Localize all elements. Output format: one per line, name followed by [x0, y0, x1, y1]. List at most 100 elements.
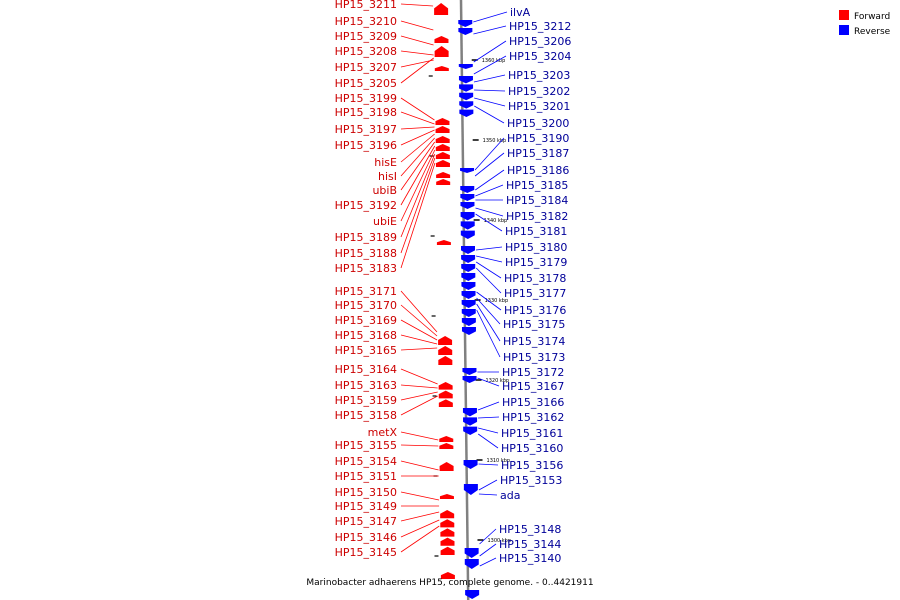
reverse-gene-feature — [461, 318, 476, 326]
reverse-gene-label: HP15_3153 — [500, 474, 562, 487]
reverse-gene-label: HP15_3178 — [504, 272, 566, 285]
forward-gene-label: HP15_3151 — [335, 470, 397, 483]
forward-leader-line — [400, 347, 438, 351]
forward-gene-label: HP15_3150 — [335, 486, 397, 499]
forward-gene-label: HP15_3154 — [335, 455, 397, 468]
legend-reverse-swatch — [839, 25, 849, 35]
forward-leader-line — [400, 368, 438, 385]
reverse-gene-label: ada — [500, 489, 520, 502]
reverse-gene-label: HP15_3174 — [503, 335, 565, 348]
reverse-gene-label: HP15_3212 — [509, 20, 571, 33]
forward-gene-feature — [435, 144, 450, 151]
legend-reverse-label: Reverse — [854, 27, 891, 37]
forward-leader-line — [400, 35, 434, 46]
forward-gene-label: HP15_3169 — [335, 314, 397, 327]
forward-gene-feature — [435, 136, 450, 143]
reverse-leader-line — [479, 528, 497, 545]
forward-gene-feature — [440, 510, 455, 519]
forward-leader-line — [400, 391, 438, 401]
reverse-gene-feature — [464, 548, 479, 558]
reverse-leader-line — [476, 309, 501, 358]
forward-gene-label: hisI — [378, 170, 397, 183]
reverse-leader-line — [474, 97, 506, 107]
forward-gene-label: HP15_3170 — [335, 299, 397, 312]
reverse-leader-line — [478, 427, 499, 434]
reverse-leader-line — [475, 246, 503, 251]
forward-leader-line — [400, 50, 434, 56]
forward-leader-line — [400, 3, 434, 7]
scale-tick-label: 1340 kbp — [484, 218, 508, 224]
forward-gene-label: HP15_3158 — [335, 409, 397, 422]
reverse-gene-label: HP15_3161 — [501, 427, 563, 440]
legend-forward-label: Forward — [854, 12, 890, 22]
reverse-leader-line — [474, 105, 505, 124]
forward-leader-line — [400, 511, 440, 522]
forward-leader-line — [400, 149, 436, 222]
reverse-gene-label: HP15_3182 — [506, 210, 568, 223]
scale-tick-label: 1360 kbp — [482, 58, 506, 64]
reverse-gene-label: HP15_3140 — [499, 552, 561, 565]
forward-gene-label: HP15_3183 — [335, 262, 397, 275]
reverse-leader-line — [475, 207, 504, 217]
forward-leader-line — [400, 145, 436, 206]
forward-gene-label: HP15_3147 — [335, 515, 397, 528]
forward-gene-feature — [440, 572, 455, 579]
forward-gene-feature — [435, 160, 450, 167]
forward-gene-feature — [438, 399, 453, 407]
reverse-gene-feature — [460, 221, 475, 230]
reverse-gene-feature — [463, 484, 478, 495]
reverse-gene-label: HP15_3206 — [509, 35, 571, 48]
reverse-gene-label: HP15_3173 — [503, 351, 565, 364]
forward-gene-feature — [438, 346, 453, 355]
forward-leader-line — [400, 444, 439, 447]
scale-tick-label: 1300 kbp — [487, 538, 511, 544]
legend-forward-swatch — [839, 10, 849, 20]
reverse-leader-line — [475, 213, 503, 232]
gene-features — [434, 3, 480, 599]
reverse-leader-line — [473, 55, 507, 75]
reverse-gene-label: HP15_3181 — [505, 225, 567, 238]
reverse-leader-line — [474, 137, 505, 171]
reverse-gene-feature — [460, 202, 475, 209]
reverse-gene-feature — [465, 590, 480, 599]
reverse-leader-line — [476, 291, 502, 311]
reverse-leader-line — [479, 543, 497, 557]
forward-leader-line — [400, 431, 439, 441]
forward-gene-label: hisE — [374, 156, 397, 169]
forward-gene-label: HP15_3197 — [335, 123, 397, 136]
reverse-gene-label: HP15_3201 — [508, 100, 570, 113]
forward-gene-feature — [440, 519, 455, 528]
forward-gene-feature — [434, 66, 449, 71]
forward-gene-label: HP15_3209 — [335, 30, 397, 43]
reverse-gene-label: HP15_3144 — [499, 538, 561, 551]
reverse-gene-label: HP15_3148 — [499, 523, 561, 536]
reverse-gene-feature — [461, 264, 476, 272]
forward-leader-line — [400, 111, 435, 125]
reverse-gene-label: HP15_3177 — [504, 287, 566, 300]
reverse-gene-label: HP15_3160 — [501, 442, 563, 455]
reverse-gene-label: HP15_3179 — [505, 256, 567, 269]
forward-gene-feature — [439, 436, 454, 442]
forward-gene-label: HP15_3211 — [335, 0, 397, 11]
reverse-leader-line — [473, 74, 506, 83]
reverse-gene-label: HP15_3204 — [509, 50, 571, 63]
forward-gene-label: HP15_3210 — [335, 15, 397, 28]
forward-gene-feature — [436, 172, 451, 178]
forward-leader-line — [400, 97, 435, 121]
reverse-leader-line — [474, 89, 506, 92]
reverse-gene-label: HP15_3187 — [507, 147, 569, 160]
forward-gene-label: HP15_3207 — [335, 61, 397, 74]
reverse-gene-feature — [461, 309, 476, 317]
reverse-gene-feature — [460, 230, 475, 239]
reverse-leader-line — [473, 25, 507, 35]
scale-tick-label: 1320 kbp — [486, 378, 510, 384]
reverse-leader-line — [475, 255, 503, 263]
scale-tick-label: 1310 kbp — [487, 458, 511, 464]
forward-leader-line — [400, 141, 436, 191]
reverse-leader-line — [474, 152, 505, 177]
forward-gene-label: HP15_3192 — [335, 199, 397, 212]
reverse-leader-line — [477, 401, 500, 411]
reverse-gene-feature — [463, 417, 478, 426]
reverse-leader-line — [478, 493, 498, 496]
reverse-leader-line — [473, 11, 508, 23]
